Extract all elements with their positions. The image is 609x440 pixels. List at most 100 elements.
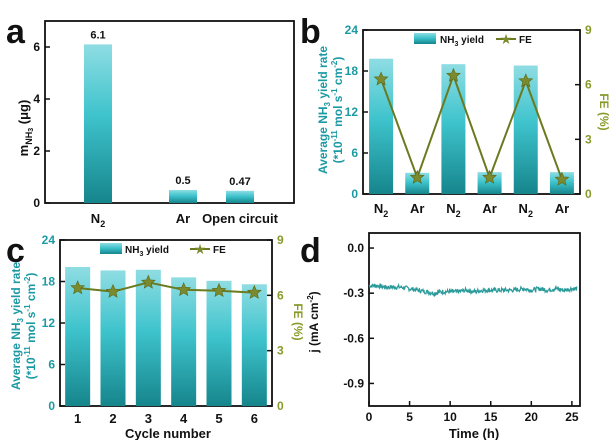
fe-point — [446, 67, 461, 82]
x-tick-label: Ar — [482, 201, 496, 216]
bar — [226, 190, 254, 203]
x-tick-label: 4 — [180, 411, 188, 426]
y-right-tick-label: 3 — [277, 344, 284, 358]
plot-frame — [44, 20, 295, 204]
legend-bar-swatch — [414, 33, 436, 44]
bar — [171, 277, 197, 406]
panel-b-axes: 0 6 12 18 24 0 3 6 9 — [345, 23, 592, 201]
y-right-tick-label: 0 — [585, 187, 592, 201]
panel-c-bars — [65, 266, 267, 406]
x-tick-label: Open circuit — [202, 211, 279, 226]
panel-d-trace — [368, 282, 578, 298]
x-tick-label: 5 — [406, 410, 413, 424]
x-tick-label: 20 — [525, 410, 539, 424]
x-tick-label: N2 — [91, 211, 105, 229]
panel-b-ylabel-line2: (*10-11 mol s-1 cm-2) — [330, 57, 345, 164]
panel-a: a mNH3 (μg) 0 2 4 6 6.1 0.5 0.47 N2 Ar Open cir… — [6, 13, 295, 229]
panel-d: d j (mA cm-2) Time (h) 0.0 -0.3 -0.6 -0.9 0 5… — [300, 232, 581, 440]
y-tick-label: 18 — [42, 275, 56, 289]
bar-value-label: 6.1 — [90, 29, 105, 41]
bar — [135, 269, 161, 406]
panel-d-axes: 0.0 -0.3 -0.6 -0.9 0 5 10 15 20 25 — [343, 232, 581, 424]
fe-point — [482, 169, 497, 184]
fe-point — [105, 283, 121, 298]
fe-point — [70, 280, 86, 295]
legend-bar-label: NH3 yield — [125, 245, 169, 258]
panel-c-ylabel-line2: (*10-11 mol s-1 cm-2) — [23, 273, 38, 380]
fe-line — [380, 72, 563, 181]
x-tick-label: Ar — [410, 201, 424, 216]
y-right-tick-label: 0 — [277, 399, 284, 413]
x-tick-label: 15 — [484, 410, 498, 424]
y-tick-label: 0 — [48, 399, 55, 413]
x-tick-label: N2 — [446, 201, 460, 219]
bar — [405, 172, 430, 194]
y-tick-label: 24 — [42, 233, 56, 247]
panel-b-categories: N2 Ar N2 Ar N2 Ar — [374, 201, 569, 219]
panel-c-ylabel-right: FE (%) — [291, 303, 305, 340]
y-right-tick-label: 6 — [585, 78, 592, 92]
y-tick-label: -0.6 — [343, 331, 364, 345]
panel-d-xlabel: Time (h) — [449, 426, 499, 440]
y-tick-label: 0.0 — [347, 241, 364, 255]
panel-a-letter: a — [6, 13, 26, 51]
panel-c: c Average NH3 yield rate (*10-11 mol s-1… — [6, 232, 305, 440]
fe-point — [211, 282, 227, 298]
x-tick-label: Ar — [176, 211, 190, 226]
y-tick-label: 12 — [42, 316, 56, 330]
x-tick-label: 3 — [145, 411, 152, 426]
x-tick-label: N2 — [519, 201, 533, 219]
panel-d-ylabel: j (mA cm-2) — [306, 291, 321, 353]
bar-value-label: 0.5 — [175, 175, 190, 187]
panel-b-legend: NH3 yield ★ FE — [414, 31, 532, 48]
x-tick-label: 1 — [74, 411, 81, 426]
bar — [84, 44, 112, 204]
bar — [206, 280, 232, 406]
y-tick-label: 6 — [33, 40, 40, 54]
y-tick-label: 4 — [33, 92, 40, 106]
panel-a-categories: N2 Ar Open circuit — [91, 211, 279, 229]
y-tick-label: 2 — [33, 144, 40, 158]
x-tick-label: 10 — [443, 410, 457, 424]
panel-c-ylabel: Average NH3 yield rate — [9, 262, 25, 390]
y-tick-label: -0.3 — [343, 286, 364, 300]
panel-b-ylabel: Average NH3 yield rate — [316, 46, 332, 174]
fe-point — [409, 169, 425, 184]
y-tick-label: 0 — [33, 196, 40, 210]
panel-a-axes: 0 2 4 6 — [33, 20, 295, 210]
panel-b-fe-line — [373, 67, 570, 186]
current-trace — [368, 282, 578, 298]
plot-frame — [368, 232, 581, 407]
fe-point — [518, 73, 534, 88]
panel-b-letter: b — [300, 13, 321, 51]
y-tick-label: 24 — [345, 23, 359, 37]
bar — [477, 172, 502, 194]
fe-point — [176, 282, 192, 297]
fe-point — [554, 171, 570, 186]
y-tick-label: 6 — [351, 146, 358, 160]
bar-value-label: 0.47 — [229, 176, 250, 188]
panel-d-letter: d — [300, 232, 321, 270]
fe-point — [373, 71, 389, 86]
fe-point — [246, 284, 262, 299]
y-right-tick-label: 9 — [277, 233, 284, 247]
x-tick-label: Ar — [555, 201, 569, 216]
x-tick-label: 2 — [109, 411, 116, 426]
bar — [441, 64, 466, 195]
fe-point — [140, 274, 156, 289]
panel-b-ylabel-right: FE (%) — [597, 93, 609, 130]
y-tick-label: 18 — [345, 64, 359, 78]
bar — [513, 65, 538, 195]
plot-frame — [59, 239, 273, 407]
legend-fe-star: ★ — [194, 241, 207, 257]
x-tick-label: 6 — [251, 411, 258, 426]
panel-c-xlabel: Cycle number — [125, 426, 211, 440]
legend-fe-label: FE — [519, 35, 532, 46]
plot-frame — [362, 29, 581, 195]
y-right-tick-label: 3 — [585, 132, 592, 146]
bar — [169, 190, 197, 203]
fe-line — [77, 281, 255, 294]
x-tick-label: N2 — [374, 201, 388, 219]
y-tick-label: -0.9 — [343, 376, 364, 390]
